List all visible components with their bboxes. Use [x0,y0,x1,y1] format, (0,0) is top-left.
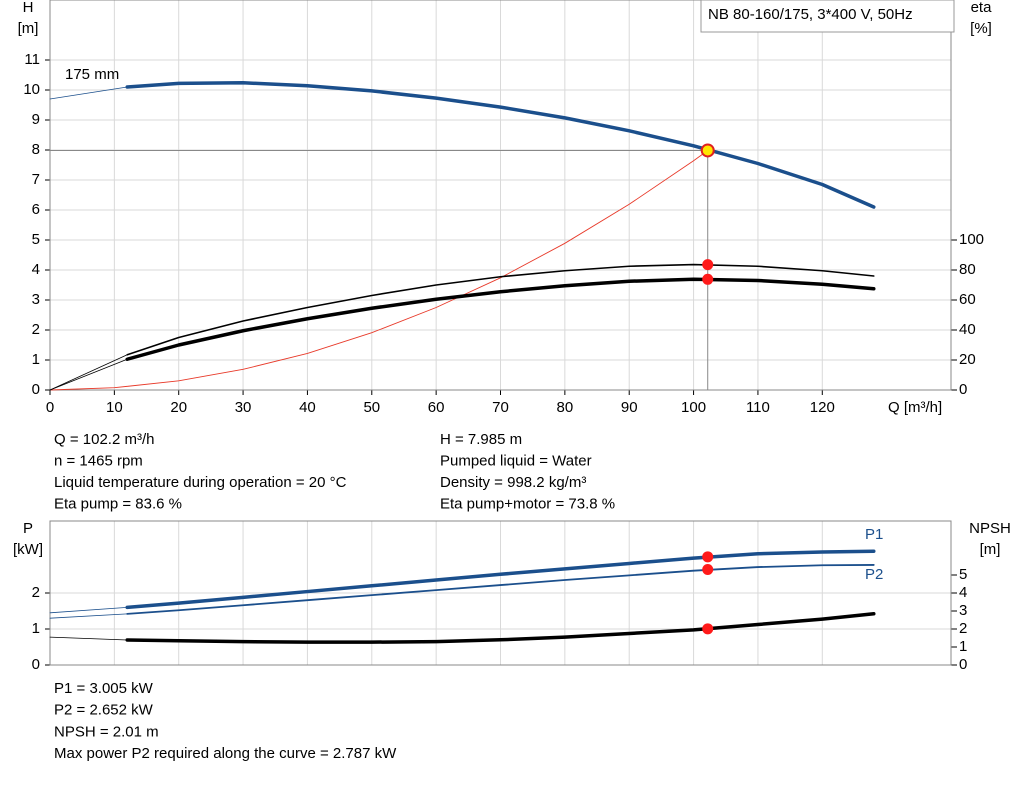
plot-frame [49,520,952,666]
legend-entry: P2 [865,566,883,583]
y2-tick-label: 20 [959,351,976,368]
legend-entry: P1 [865,526,883,543]
y2-tick-label: 0 [959,381,967,398]
info-text: Eta pump = 83.6 % [54,495,182,512]
duty-point [702,551,714,563]
info-text: NPSH = 2.01 m [54,723,159,740]
x-tick-label: 40 [299,399,316,416]
y-axis-unit: [kW] [13,541,43,558]
info-text: Density = 998.2 kg/m³ [440,474,586,491]
y2-tick-label: 5 [959,566,967,583]
y-tick-label: 0 [32,656,40,673]
x-tick-label: 100 [681,399,706,416]
curve [126,263,875,356]
y-tick-label: 3 [32,291,40,308]
y2-tick-label: 1 [959,638,967,655]
curve-extension [49,354,128,391]
x-tick-label: 80 [557,399,574,416]
curve-extension [49,613,128,619]
y2-tick-label: 2 [959,620,967,637]
y-axis-label: P [23,520,33,537]
y-tick-label: 6 [32,201,40,218]
header-box [700,0,955,33]
y-tick-label: 9 [32,111,40,128]
x-tick-label: 90 [621,399,638,416]
curve [125,611,876,644]
curve-extension [49,86,128,100]
curve-label: 175 mm [65,66,119,83]
x-tick-label: 50 [363,399,380,416]
y2-tick-label: 80 [959,261,976,278]
y2-axis-unit: [m] [980,541,1001,558]
y-tick-label: 2 [32,584,40,601]
y-tick-label: 1 [32,351,40,368]
x-tick-label: 70 [492,399,509,416]
y2-tick-label: 3 [959,602,967,619]
curve-extension [49,607,128,614]
x-tick-label: 110 [746,399,770,416]
y-tick-label: 0 [32,381,40,398]
y-tick-label: 2 [32,321,40,338]
info-text: Max power P2 required along the curve = … [54,745,397,762]
x-tick-label: 120 [810,399,835,416]
y2-tick-label: 40 [959,321,976,338]
duty-point [702,259,714,271]
curve-extension [49,358,128,391]
curve-extension [49,636,128,641]
info-text: P2 = 2.652 kW [54,702,154,719]
info-text: P1 = 3.005 kW [54,680,154,697]
y-tick-label: 4 [32,261,40,278]
y2-tick-label: 60 [959,291,976,308]
plot-frame [49,0,952,391]
duty-point [702,623,714,635]
y2-tick-label: 100 [959,231,984,248]
y-tick-label: 5 [32,231,40,248]
x-axis-label: Q [m³/h] [888,399,942,416]
y-axis-unit: [m] [18,20,39,37]
curve [126,564,875,615]
x-tick-label: 0 [46,399,54,416]
info-text: Q = 102.2 m³/h [54,431,154,448]
y2-tick-label: 0 [959,656,967,673]
header-text: NB 80-160/175, 3*400 V, 50Hz [708,6,913,23]
y-tick-label: 7 [32,171,40,188]
system-curve [49,150,708,391]
y2-axis-unit: [%] [970,20,992,37]
info-text: H = 7.985 m [440,431,522,448]
y2-axis-label: eta [971,0,993,16]
duty-point [702,564,714,576]
duty-point [702,273,714,285]
y2-axis-label: NPSH [969,520,1011,537]
curve [125,81,876,209]
info-text: Eta pump+motor = 73.8 % [440,495,615,512]
y-tick-label: 1 [32,620,40,637]
y-tick-label: 11 [24,51,40,68]
info-text: n = 1465 rpm [54,452,143,469]
info-text: Pumped liquid = Water [440,452,592,469]
x-tick-label: 60 [428,399,445,416]
x-tick-label: 10 [106,399,123,416]
x-tick-label: 20 [170,399,187,416]
curve [125,277,876,361]
duty-point [700,143,715,158]
y-tick-label: 10 [23,81,40,98]
curve [125,549,876,610]
info-text: Liquid temperature during operation = 20… [54,474,347,491]
y-axis-label: H [23,0,34,16]
y2-tick-label: 4 [959,584,967,601]
x-tick-label: 30 [235,399,252,416]
y-tick-label: 8 [32,141,40,158]
